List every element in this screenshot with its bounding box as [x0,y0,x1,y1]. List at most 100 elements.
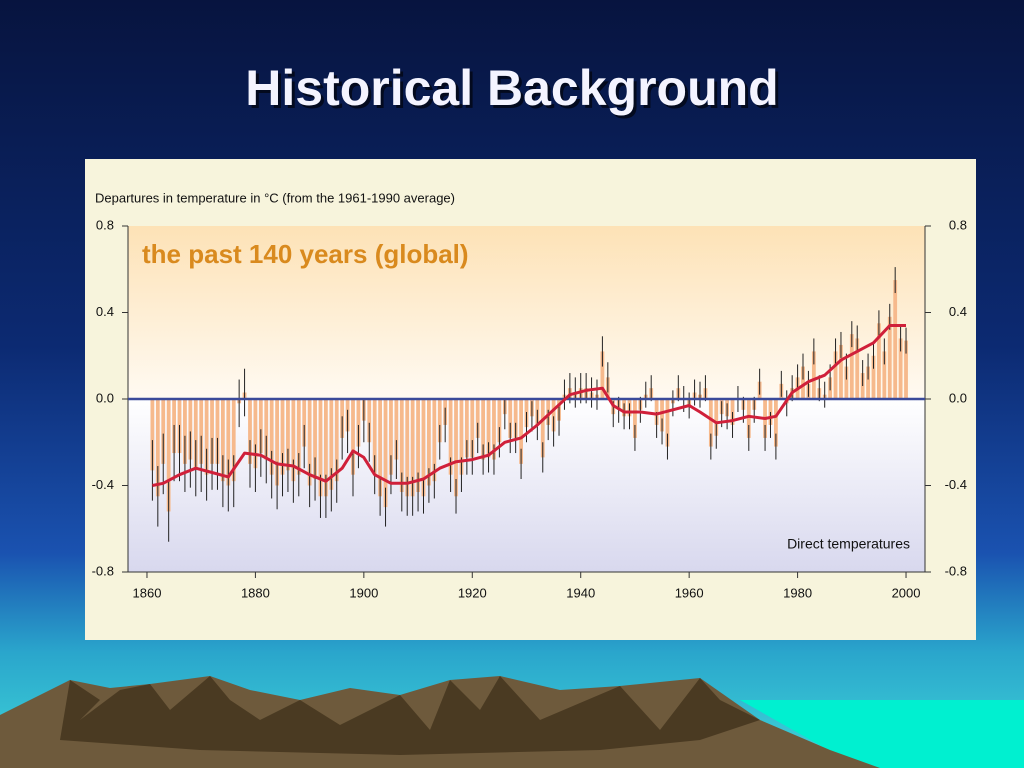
bar [486,399,491,458]
y2-tick-label: 0.8 [949,217,967,232]
bar [746,399,751,438]
bar [665,399,670,447]
bar [323,399,328,497]
bar [882,351,887,399]
bar [801,366,805,399]
bar [183,399,187,464]
bar [497,399,502,443]
y-tick-label: 0.8 [96,217,114,232]
bar [877,323,881,399]
bar [405,399,410,497]
y2-tick-label: 0.4 [949,304,967,319]
y-tick-label: -0.4 [92,477,114,492]
x-tick-label: 2000 [892,585,921,600]
bar [307,399,312,486]
bar [334,399,339,482]
slide-title: Historical Background [245,60,778,116]
bar [204,399,209,475]
bar [839,344,843,399]
bar [372,399,377,475]
bar [258,399,263,454]
water [740,700,1024,768]
bar [248,399,252,464]
y-tick-label: 0.0 [96,390,114,405]
bar [871,355,876,399]
bar [264,399,269,460]
x-tick-label: 1900 [349,585,378,600]
bar [513,399,518,438]
bar [296,399,301,475]
bar [898,338,903,399]
bar [416,399,420,492]
bar [383,399,388,508]
bar [708,399,713,447]
bar [286,399,290,471]
x-tick-label: 1940 [566,585,595,600]
annotation: the past 140 years (global) [142,239,469,269]
bar [893,280,898,399]
y2-tick-label: 0.0 [949,390,967,405]
x-tick-label: 1880 [241,585,270,600]
bar [459,399,464,475]
bar [855,338,860,399]
bar [356,399,361,447]
bar [280,399,285,475]
bar [166,399,171,512]
bar [427,399,431,486]
bar [844,366,849,399]
bar [508,399,513,438]
bar [210,399,214,464]
bar [600,351,605,399]
bar [437,399,442,443]
bar [389,399,393,475]
y-tick-label: 0.4 [96,304,114,319]
bar [481,399,486,460]
bar [215,399,220,464]
note: Direct temperatures [787,536,910,552]
bar [464,399,469,458]
bar [188,399,193,460]
bar [660,399,664,432]
smoothed-line [152,324,906,487]
bar [475,399,480,438]
x-tick-label: 1980 [783,585,812,600]
bar [253,399,258,469]
y2-tick-label: -0.4 [945,477,967,492]
bar [519,399,523,464]
x-tick-label: 1960 [675,585,704,600]
mountain-shadows [60,676,760,755]
bar [367,399,372,443]
x-tick-label: 1920 [458,585,487,600]
bar [811,351,816,399]
bar [161,399,166,464]
bar [866,366,870,399]
bar [220,399,225,482]
bar [833,351,838,399]
bar [492,399,496,460]
warm-zone [128,226,925,399]
bar [378,399,383,497]
bar [193,399,198,469]
bar [432,399,437,482]
bar [150,399,155,471]
bar [714,399,719,436]
bar [313,399,317,480]
bar [318,399,323,497]
bar [410,399,415,497]
bar [231,399,236,482]
bar [351,399,355,475]
bar [849,334,854,399]
bar [226,399,231,486]
bar [448,399,453,475]
bar [329,399,334,490]
bar [275,399,279,486]
x-tick-label: 1860 [133,585,162,600]
title-shadow: Historical Background [248,63,781,119]
bar [155,399,160,497]
bar [199,399,204,464]
bar [269,399,274,475]
bar [633,399,637,438]
y2-tick-label: -0.8 [945,563,967,578]
bar [904,340,908,399]
